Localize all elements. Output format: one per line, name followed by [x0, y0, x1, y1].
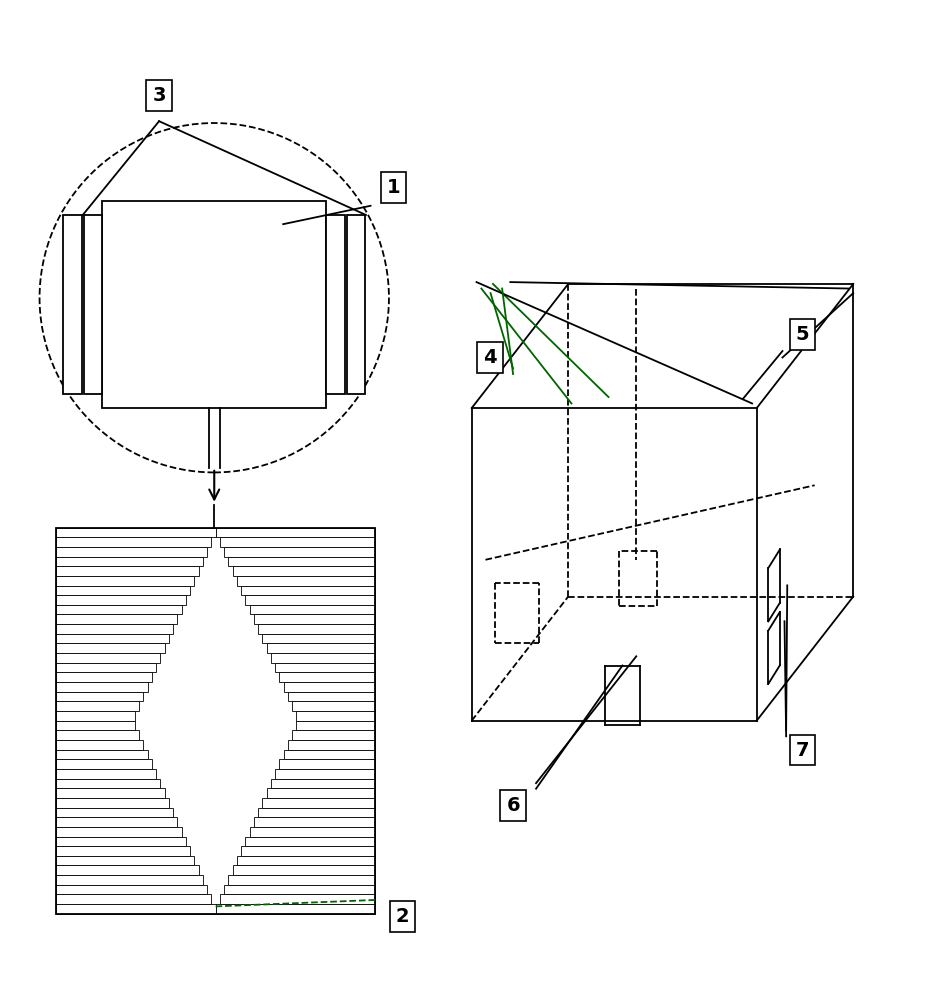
Bar	[245, 595, 376, 605]
Bar	[56, 759, 152, 769]
Bar	[250, 605, 376, 614]
Bar	[220, 537, 376, 547]
Bar	[275, 663, 376, 672]
Bar	[56, 721, 135, 730]
Bar	[56, 740, 143, 750]
Bar	[253, 817, 376, 827]
Bar	[56, 827, 181, 837]
Bar	[56, 586, 191, 595]
Bar	[56, 557, 203, 566]
Bar	[292, 701, 376, 711]
Bar	[266, 788, 376, 798]
Bar	[296, 721, 376, 730]
Bar	[56, 875, 203, 885]
Bar	[327, 215, 345, 394]
Bar	[224, 885, 376, 894]
Bar	[228, 875, 376, 885]
Bar	[56, 837, 186, 846]
Bar	[224, 547, 376, 557]
Bar	[296, 711, 376, 721]
Bar	[288, 692, 376, 701]
Bar	[288, 740, 376, 750]
Bar	[216, 904, 376, 914]
Bar	[56, 682, 148, 692]
Bar	[266, 643, 376, 653]
Bar	[56, 865, 199, 875]
Bar	[56, 605, 181, 614]
Bar	[284, 682, 376, 692]
Bar	[56, 885, 207, 894]
Bar	[275, 769, 376, 779]
Bar	[56, 779, 160, 788]
Bar	[56, 769, 156, 779]
Bar	[279, 672, 376, 682]
Bar	[245, 837, 376, 846]
Bar	[228, 557, 376, 566]
Bar	[56, 808, 173, 817]
Bar	[56, 528, 216, 537]
Text: 3: 3	[153, 86, 166, 105]
Bar	[56, 846, 191, 856]
Bar	[83, 215, 102, 394]
Bar	[56, 663, 156, 672]
Text: 2: 2	[396, 907, 410, 926]
Bar	[237, 576, 376, 586]
Bar	[56, 547, 207, 557]
Bar	[56, 904, 216, 914]
Bar	[250, 827, 376, 837]
Bar	[347, 215, 365, 394]
Bar	[56, 634, 169, 643]
Bar	[263, 634, 376, 643]
Bar	[56, 537, 212, 547]
Text: 5: 5	[796, 325, 809, 344]
Bar	[56, 624, 173, 634]
Bar	[56, 701, 140, 711]
Bar	[232, 865, 376, 875]
Bar	[56, 595, 186, 605]
Bar	[216, 528, 376, 537]
Bar	[56, 566, 199, 576]
Bar	[220, 894, 376, 904]
Bar	[56, 614, 178, 624]
Text: 1: 1	[387, 178, 401, 197]
Bar	[56, 856, 194, 865]
Bar	[56, 643, 165, 653]
Bar	[56, 576, 194, 586]
Bar	[237, 856, 376, 865]
Bar	[56, 788, 165, 798]
Bar	[56, 528, 376, 914]
Bar	[56, 672, 152, 682]
Bar	[56, 711, 135, 721]
Bar	[56, 798, 169, 808]
Bar	[56, 817, 178, 827]
Bar	[258, 808, 376, 817]
Bar	[263, 798, 376, 808]
Text: 4: 4	[483, 348, 497, 367]
Text: 7: 7	[796, 741, 809, 760]
Bar	[271, 779, 376, 788]
Bar	[56, 730, 140, 740]
Bar	[241, 586, 376, 595]
Bar	[56, 692, 143, 701]
Bar	[253, 614, 376, 624]
Bar	[271, 653, 376, 663]
Bar	[284, 750, 376, 759]
Text: 6: 6	[506, 796, 520, 815]
Bar	[64, 215, 81, 394]
Bar	[241, 846, 376, 856]
Bar	[102, 201, 327, 408]
Bar	[292, 730, 376, 740]
Bar	[56, 653, 160, 663]
Bar	[232, 566, 376, 576]
Bar	[56, 894, 212, 904]
Bar	[56, 750, 148, 759]
Bar	[279, 759, 376, 769]
Bar	[258, 624, 376, 634]
